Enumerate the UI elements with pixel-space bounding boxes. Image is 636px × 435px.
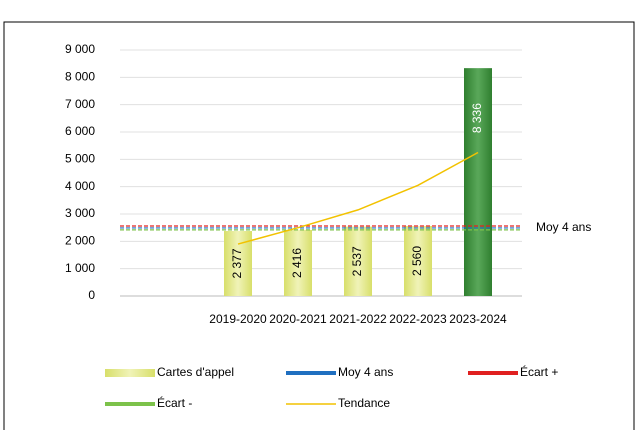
x-tick-label: 2020-2021 bbox=[269, 312, 327, 326]
legend-label: Moy 4 ans bbox=[338, 365, 393, 379]
reference-label: Moy 4 ans bbox=[536, 220, 591, 234]
bar bbox=[404, 226, 432, 296]
bar bbox=[284, 229, 312, 296]
y-tick-label: 2 000 bbox=[65, 234, 95, 248]
y-tick-label: 8 000 bbox=[65, 70, 95, 84]
y-tick-label: 7 000 bbox=[65, 97, 95, 111]
y-tick-label: 4 000 bbox=[65, 179, 95, 193]
legend-label: Cartes d'appel bbox=[157, 365, 234, 379]
bar bbox=[464, 68, 492, 297]
x-tick-label: 2021-2022 bbox=[329, 312, 387, 326]
y-tick-label: 5 000 bbox=[65, 152, 95, 166]
bar bbox=[344, 226, 372, 296]
legend-label: Écart - bbox=[157, 395, 192, 410]
data-label: 2 416 bbox=[290, 248, 304, 278]
data-label: 8 336 bbox=[470, 103, 484, 133]
x-tick-label: 2022-2023 bbox=[389, 312, 447, 326]
y-tick-label: 3 000 bbox=[65, 206, 95, 220]
data-label: 2 537 bbox=[350, 246, 364, 276]
legend-label: Tendance bbox=[338, 396, 390, 410]
y-tick-label: 6 000 bbox=[65, 124, 95, 138]
legend-swatch bbox=[105, 369, 155, 377]
y-tick-label: 9 000 bbox=[65, 42, 95, 56]
trend-line bbox=[237, 151, 479, 245]
y-tick-label: 0 bbox=[88, 288, 95, 302]
x-tick-label: 2019-2020 bbox=[209, 312, 267, 326]
x-tick-label: 2023-2024 bbox=[449, 312, 507, 326]
y-tick-label: 1 000 bbox=[65, 261, 95, 275]
data-label: 2 377 bbox=[230, 248, 244, 278]
data-label: 2 560 bbox=[410, 246, 424, 276]
legend-label: Écart + bbox=[520, 364, 558, 379]
chart-border bbox=[3, 21, 635, 430]
